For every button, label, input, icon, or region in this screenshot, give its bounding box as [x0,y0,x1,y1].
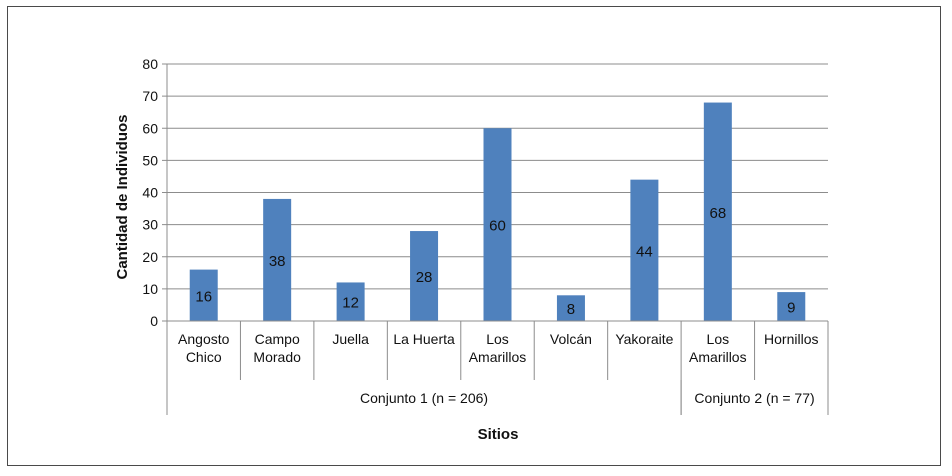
bar [483,128,512,321]
category-label: Juella [332,331,369,347]
category-label: Campo Morado [253,331,301,365]
y-tick-label: 70 [142,88,158,104]
axes [162,63,829,415]
bar [703,102,732,321]
data-label: 9 [787,300,795,317]
bar [556,295,585,321]
x-axis-title: Sitios [478,426,519,443]
group-labels: Conjunto 1 (n = 206) Conjunto 2 (n = 77) [360,390,815,406]
data-label: 8 [567,301,575,318]
y-tick-label: 0 [150,313,158,329]
data-label: 16 [195,288,212,305]
y-tick-label: 40 [142,185,158,201]
y-tick-label: 60 [142,120,158,136]
y-axis-title: Cantidad de Individuos [114,114,131,279]
y-tick-label: 20 [142,249,158,265]
data-label: 44 [636,243,653,260]
group-label: Conjunto 1 (n = 206) [360,390,488,406]
category-label: Los Amarillos [469,331,527,365]
bar [263,198,292,321]
data-label: 12 [342,295,359,312]
data-label: 60 [489,218,506,235]
category-label: Angosto Chico [178,331,230,365]
group-label: Conjunto 2 (n = 77) [694,390,814,406]
y-tick-label: 30 [142,217,158,233]
category-label: Los Amarillos [689,331,747,365]
bar [630,179,659,321]
category-label: La Huerta [393,331,455,347]
bar [189,269,218,321]
y-tick-labels: 0 10 20 30 40 50 60 70 80 [142,56,158,329]
bar [777,292,806,321]
bars: 16 38 12 28 60 8 44 68 9 [189,102,806,321]
chart-frame: 16 38 12 28 60 8 44 68 9 0 10 20 30 40 50 60 70 80 Angos… [7,6,941,466]
category-label: Yakoraite [615,331,673,347]
bar [410,231,439,321]
category-label: Hornillos [764,331,818,347]
data-label: 28 [416,269,433,286]
x-category-labels: Angosto Chico Campo Morado Juella La Huerta Lo… [178,331,818,365]
data-label: 68 [709,205,726,222]
y-tick-label: 10 [142,281,158,297]
data-label: 38 [269,253,286,270]
y-tick-label: 50 [142,152,158,168]
bar [336,282,365,321]
category-label: Volcán [550,331,592,347]
bar-chart: 16 38 12 28 60 8 44 68 9 0 10 20 30 40 50 60 70 80 Angos… [114,56,829,443]
y-tick-label: 80 [142,56,158,72]
